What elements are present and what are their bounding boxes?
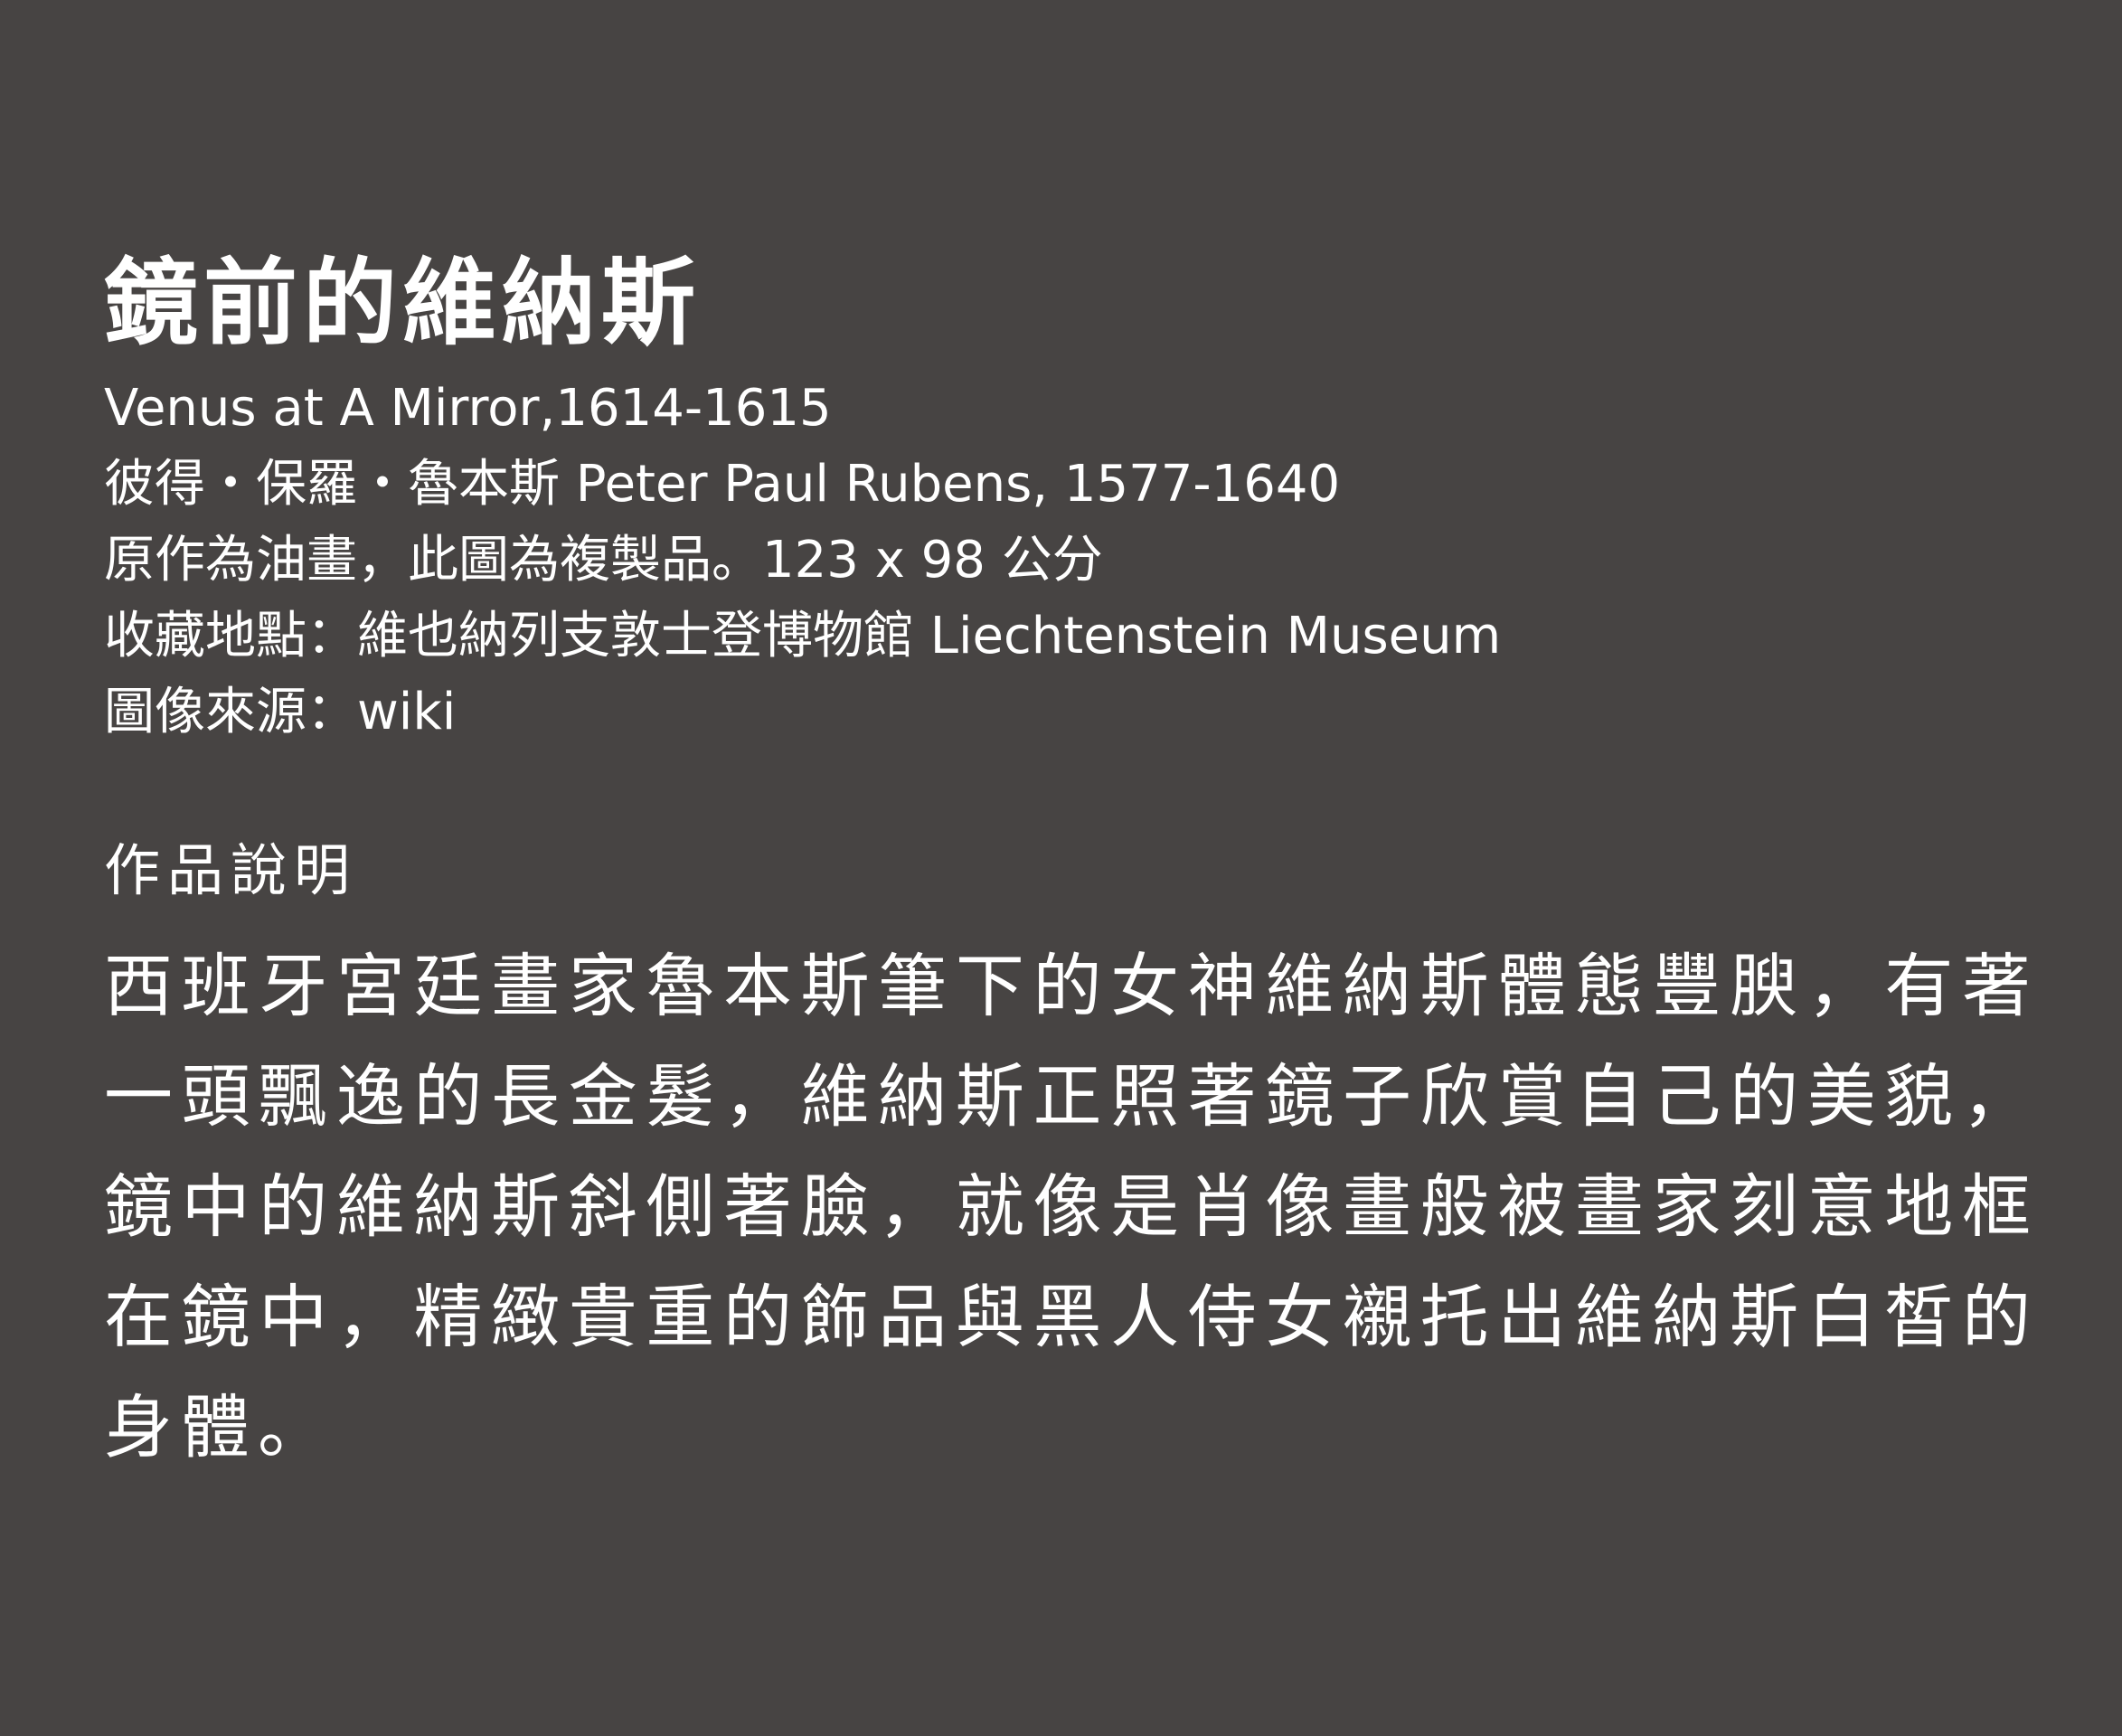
collection-location: 收藏地點：維也納列支敦士登博物館 Liechtenstein Museum [104, 607, 1502, 665]
description-heading: 作品說明 [104, 837, 358, 903]
artist-line: 彼得・保羅・魯本斯 Peter Paul Rubens, 1577-1640 [104, 455, 1341, 514]
artwork-metadata: Venus at A Mirror,1614-1615 彼得・保羅・魯本斯 Pe… [104, 371, 2039, 750]
image-source: 圖像來源：wiki [104, 683, 457, 741]
medium-and-dimensions: 原作為油畫，此圖為複製品。123 x 98 公分 [104, 531, 1103, 590]
english-title-and-date: Venus at A Mirror,1614-1615 [104, 379, 832, 438]
artwork-title: 鏡前的維納斯 [104, 247, 702, 358]
description-body: 西班牙宮廷畫家魯本斯筆下的女神維納斯體態豐腴，有著一頭飄逸的長金髮，維納斯正照著… [104, 946, 2039, 1467]
label-content: 鏡前的維納斯 Venus at A Mirror,1614-1615 彼得・保羅… [104, 244, 2039, 1483]
